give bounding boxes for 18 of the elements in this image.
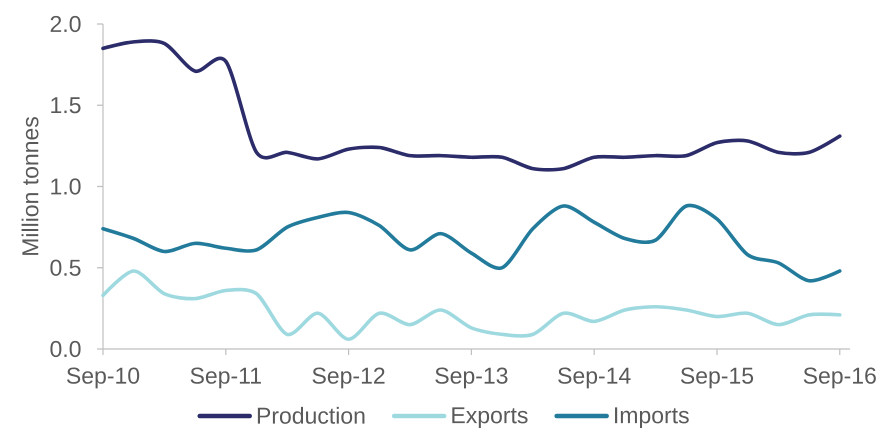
line-series: [101, 269, 842, 342]
legend-label: Exports: [452, 407, 528, 428]
legend-label: Imports: [615, 407, 689, 428]
line-series: [101, 204, 842, 283]
y-tick-label: 1.5: [51, 97, 81, 114]
y-tick-label: 2.0: [50, 16, 81, 32]
x-tick-label: Sep-16: [804, 368, 876, 388]
y-tick-label: 0.0: [50, 340, 81, 358]
x-tick-label: Sep-10: [66, 368, 140, 388]
legend-label: Production: [258, 406, 364, 424]
y-tick-label: 1.0: [51, 178, 81, 195]
x-tick-label: Sep-14: [558, 368, 631, 388]
x-tick-label: Sep-13: [435, 368, 508, 388]
y-tick-label: 0.5: [50, 260, 81, 276]
x-tick-label: Sep-12: [312, 368, 385, 388]
y-axis-title: Million tonnes: [22, 117, 38, 255]
x-tick-label: Sep-11: [190, 368, 261, 388]
x-tick-label: Sep-15: [680, 368, 754, 388]
